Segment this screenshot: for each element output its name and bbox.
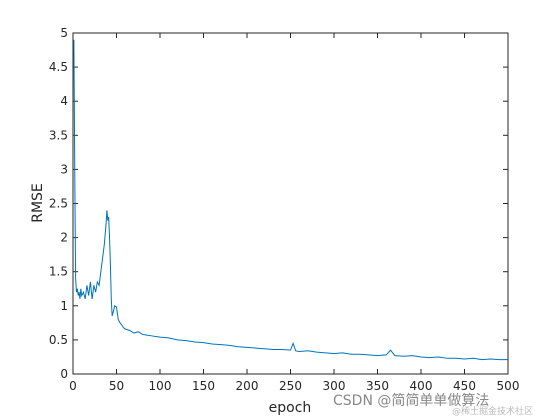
y-tick-label: 4 xyxy=(60,94,68,108)
x-axis-label: epoch xyxy=(269,400,312,416)
x-tick-label: 350 xyxy=(366,379,389,393)
x-tick-label: 0 xyxy=(69,379,77,393)
axes-box xyxy=(72,32,509,375)
x-tick-label: 450 xyxy=(453,379,476,393)
watermark: CSDN @简简单单做算法 xyxy=(333,392,489,409)
x-tick-label: 300 xyxy=(323,379,346,393)
x-tick-label: 50 xyxy=(109,379,124,393)
y-tick-label: 0.5 xyxy=(49,333,68,347)
data-line xyxy=(73,39,508,361)
x-tick-label: 250 xyxy=(279,379,302,393)
x-tick-label: 150 xyxy=(192,379,215,393)
y-tick-label: 2.5 xyxy=(49,197,68,211)
y-tick-label: 5 xyxy=(60,26,68,40)
x-tick-label: 200 xyxy=(236,379,259,393)
y-tick-label: 2 xyxy=(60,231,68,245)
y-tick-label: 4.5 xyxy=(49,60,68,74)
y-tick-label: 0 xyxy=(60,367,68,381)
y-tick-label: 3.5 xyxy=(49,128,68,142)
watermark-small: @稀土掘金技术社区 xyxy=(452,405,533,417)
y-axis-label: RMSE xyxy=(30,183,46,223)
x-tick-label: 400 xyxy=(410,379,433,393)
y-tick-label: 1.5 xyxy=(49,265,68,279)
y-tick-label: 3 xyxy=(60,162,68,176)
x-tick-label: 100 xyxy=(149,379,172,393)
x-tick-label: 500 xyxy=(497,379,520,393)
y-tick-label: 1 xyxy=(60,299,68,313)
